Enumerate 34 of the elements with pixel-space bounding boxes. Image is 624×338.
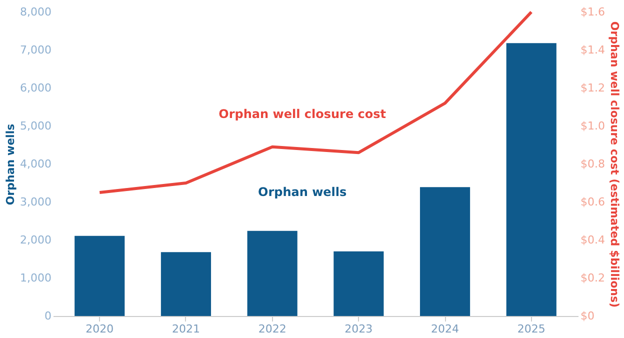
x-tick-label: 2023 <box>344 322 373 336</box>
bar <box>247 230 298 316</box>
x-tick-label: 2024 <box>431 322 460 336</box>
y-tick-label: 1,000 <box>20 272 52 284</box>
y-tick-label: 3,000 <box>20 196 52 208</box>
x-tick-label: 2020 <box>86 322 114 336</box>
x-tick-label: 2021 <box>172 322 200 336</box>
bar <box>160 252 212 316</box>
y2-tick-label: $1.6 <box>580 6 605 18</box>
y-tick-label: 5,000 <box>20 120 52 132</box>
bar <box>74 236 125 316</box>
y-tick-label: 8,000 <box>20 6 52 18</box>
y2-tick-label: $0.6 <box>580 196 605 208</box>
y2-tick-label: $1.2 <box>580 82 605 94</box>
y2-tick-label: $0.8 <box>580 158 605 170</box>
y-axis-title: Orphan wells <box>4 123 18 206</box>
y2-tick-label: $0 <box>580 310 594 322</box>
x-tick-label: 2025 <box>517 322 546 336</box>
text: Orphan wells <box>258 185 347 199</box>
y-tick-label: 0 <box>44 310 52 322</box>
y-tick-label: 4,000 <box>20 158 52 170</box>
y-tick-label: 7,000 <box>20 44 52 56</box>
y2-tick-label: $1.0 <box>580 120 605 132</box>
x-tick-label: 2022 <box>258 322 286 336</box>
bar <box>420 187 470 316</box>
y-tick-label: 6,000 <box>20 82 52 94</box>
bar <box>506 43 556 316</box>
y-tick-label: 2,000 <box>20 234 52 246</box>
bar <box>334 251 384 316</box>
series-label: Orphan well closure cost <box>218 107 386 121</box>
y2-tick-label: $0.4 <box>580 234 605 246</box>
y2-tick-label: $1.4 <box>580 44 605 56</box>
y2-axis-title: Orphan well closure cost (estimated $billions) <box>608 21 621 308</box>
y2-tick-label: $0.2 <box>580 272 605 284</box>
